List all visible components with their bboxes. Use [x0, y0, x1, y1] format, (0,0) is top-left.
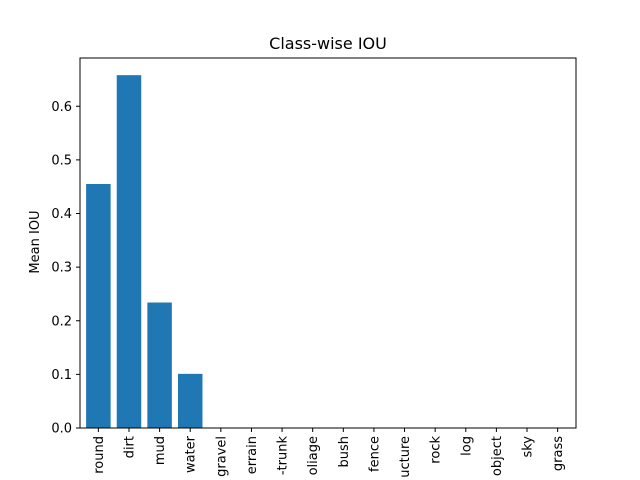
x-tick-label-mud: mud [153, 436, 168, 465]
y-tick-label: 0.5 [51, 153, 72, 168]
x-axis-ticks: round dirt mud water gravel errain -trunk oliag… [92, 428, 566, 478]
bar-dirt [116, 75, 142, 428]
y-axis-label: Mean IOU [28, 210, 43, 273]
x-tick-label-log: log [459, 436, 474, 456]
bar-water [177, 373, 203, 428]
bars-group [86, 75, 203, 428]
chart-title: Class-wise IOU [269, 34, 387, 53]
x-tick-label-errain: errain [245, 436, 260, 474]
x-tick-label-rock: rock [429, 436, 444, 464]
y-axis-ticks: 0.0 0.1 0.2 0.3 0.4 0.5 0.6 [51, 100, 80, 437]
x-tick-label-bush: bush [337, 436, 352, 468]
x-tick-label-round: round [92, 436, 107, 474]
bar-mud [147, 302, 172, 428]
y-tick-label: 0.4 [51, 207, 72, 222]
plot-frame [79, 57, 577, 429]
x-tick-label--trunk: -trunk [276, 436, 291, 476]
bar-round [86, 184, 111, 428]
x-tick-label-sky: sky [521, 436, 536, 458]
y-tick-label: 0.0 [51, 422, 72, 437]
x-tick-label-object: object [490, 436, 505, 476]
y-tick-label: 0.2 [51, 314, 72, 329]
y-tick-label: 0.6 [51, 100, 72, 115]
y-tick-label: 0.3 [51, 261, 72, 276]
x-tick-label-water: water [184, 435, 199, 473]
x-tick-label-dirt: dirt [122, 436, 137, 458]
x-tick-label-grass: grass [551, 436, 566, 471]
x-tick-label-ucture: ucture [398, 436, 413, 478]
x-tick-label-fence: fence [367, 436, 382, 472]
y-tick-label: 0.1 [51, 368, 72, 383]
x-tick-label-oliage: oliage [306, 436, 321, 475]
x-tick-label-gravel: gravel [214, 436, 229, 477]
